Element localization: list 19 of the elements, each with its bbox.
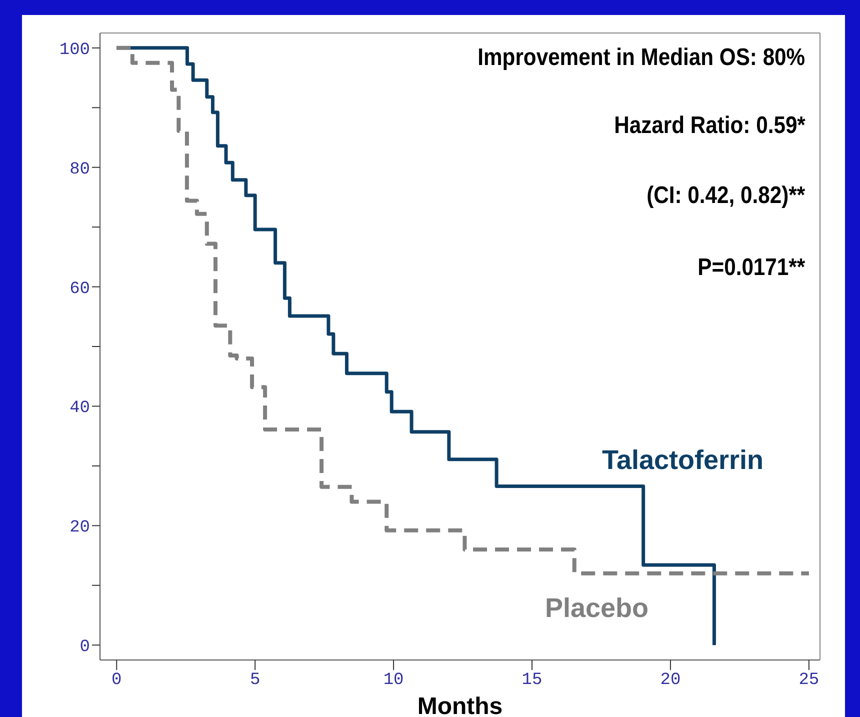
x-tick-label: 10 [383,671,404,690]
x-axis-title: Months [417,693,503,717]
x-tick-label: 20 [660,671,681,690]
annotation: P=0.0171** [698,254,805,282]
y-tick-label: 80 [70,160,90,180]
x-tick-label: 25 [798,671,820,690]
series-label: Placebo [545,593,649,624]
x-tick-label: 0 [112,671,122,690]
series-label: Talactoferrin [602,445,764,476]
y-tick-label: 40 [70,399,90,418]
x-tick-label: 5 [250,671,260,690]
annotation: (CI: 0.42, 0.82)** [646,182,805,210]
y-tick-label: 20 [70,518,90,538]
y-tick-label: 0 [80,638,90,658]
y-tick-label: 100 [59,40,90,60]
annotation: Improvement in Median OS: 80% [478,44,805,72]
x-tick-label: 15 [522,671,542,690]
annotation: Hazard Ratio: 0.59* [614,112,805,140]
y-tick-label: 60 [70,280,90,299]
